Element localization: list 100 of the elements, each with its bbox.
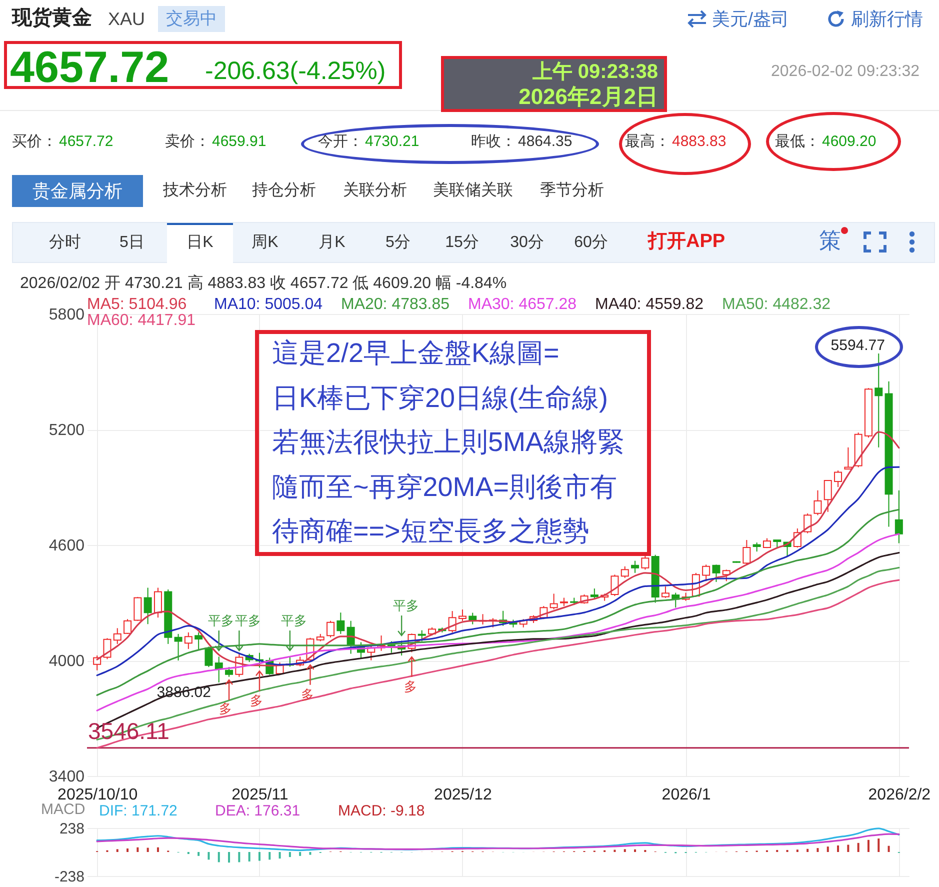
bar <box>258 852 260 861</box>
text: MA20: 4783.85 <box>341 296 450 313</box>
text: 4659.91 <box>212 133 266 150</box>
bar <box>248 852 250 862</box>
candlestick <box>174 633 182 661</box>
y-tick-label: 5200 <box>48 422 85 439</box>
text: 30分 <box>509 233 545 253</box>
text: -206.63(-4.25%) <box>205 57 386 86</box>
chart-title: MACD <box>41 801 86 818</box>
bar <box>857 842 860 852</box>
text: MA60: 4417.91 <box>87 312 196 329</box>
candlestick <box>204 646 213 668</box>
text: 4883.83 <box>672 133 726 150</box>
candlestick <box>702 564 710 582</box>
text: 打开APP <box>648 231 726 253</box>
bar <box>238 852 240 862</box>
text: 60分 <box>573 233 609 253</box>
bar <box>299 852 302 856</box>
line-series <box>96 466 900 676</box>
text: 日K <box>167 223 233 263</box>
bar <box>867 840 870 852</box>
bar <box>146 848 149 852</box>
text: 4864.35 <box>518 133 572 150</box>
text: 持仓分析 <box>252 182 316 200</box>
annotation: 5594.77 <box>830 337 885 354</box>
y-tick-label: 4000 <box>48 653 85 670</box>
y-tick-label: 238 <box>59 820 84 838</box>
candlestick <box>134 596 142 622</box>
text: 4609.20 <box>822 133 876 150</box>
text: 美联储关联 <box>433 182 513 200</box>
text: 最低： <box>775 133 820 150</box>
candlestick <box>326 620 335 638</box>
series-label: DEA: 176.31 <box>215 802 300 820</box>
candlestick <box>824 480 832 512</box>
candlestick <box>458 608 466 622</box>
candlestick <box>113 628 122 644</box>
bar <box>816 848 819 852</box>
annotation: 隨而至~再穿20MA=則後市有 <box>272 470 618 504</box>
y-tick-label: 3400 <box>48 768 85 786</box>
annotation: 若無法很快拉上則5MA線將緊 <box>272 426 625 460</box>
text: 卖价： <box>165 133 210 150</box>
candlestick <box>742 539 751 566</box>
annotation: 平多 <box>235 613 261 629</box>
candlestick <box>144 587 152 625</box>
candlestick <box>844 446 852 470</box>
bar <box>268 852 271 860</box>
annotation: 平多 <box>281 613 307 629</box>
text: MA30: 4657.28 <box>468 296 577 313</box>
candlestick <box>550 593 558 610</box>
candlestick <box>184 632 192 650</box>
bar <box>878 838 880 852</box>
text: 贵金属分析 <box>12 175 143 207</box>
bar <box>126 848 129 852</box>
candlestick <box>722 569 730 582</box>
line-series <box>96 833 900 850</box>
bar <box>624 849 626 852</box>
text: 2026年2月2日 <box>518 84 658 110</box>
text: 季节分析 <box>540 182 604 200</box>
y-tick-label: -238 <box>54 868 84 886</box>
candlestick <box>834 470 842 488</box>
bar <box>888 846 890 852</box>
annotation: 平多 <box>208 613 234 629</box>
bar <box>228 852 230 863</box>
annotation: 日K棒已下穿20日線(生命線) <box>272 382 608 415</box>
bar <box>156 847 159 852</box>
annotation: 多 <box>301 687 314 703</box>
bar <box>806 848 809 852</box>
text: 月K <box>318 233 346 253</box>
candlestick <box>894 490 903 544</box>
text: 2026-02-02 09:23:32 <box>771 63 920 82</box>
candlestick <box>620 566 629 578</box>
bar <box>847 844 850 852</box>
candlestick <box>874 353 883 448</box>
candlestick <box>225 666 234 678</box>
annotation: 這是2/2早上金盤K線圖= <box>272 337 560 370</box>
bar <box>288 852 291 858</box>
text: 昨收： <box>471 133 516 150</box>
annotation: 多 <box>404 679 417 695</box>
text: 美元/盎司 <box>712 9 790 30</box>
candlestick <box>814 490 822 516</box>
text: 策 <box>819 228 841 254</box>
x-tick-label: 2025/11 <box>232 786 288 804</box>
y-tick-label: 4600 <box>48 538 85 554</box>
candlestick <box>641 554 650 570</box>
text: 关联分析 <box>343 182 407 200</box>
candlestick <box>418 630 426 642</box>
text: 周K <box>250 233 280 253</box>
bar <box>116 849 118 852</box>
candlestick <box>590 588 598 600</box>
x-tick-label: 2025/10/10 <box>58 786 138 804</box>
candlestick <box>752 542 761 552</box>
candlestick <box>336 612 345 634</box>
text: 交易中 <box>158 6 225 32</box>
text: 5分 <box>384 233 412 253</box>
bar <box>198 852 200 856</box>
y-tick-label: 5800 <box>48 306 85 324</box>
candlestick <box>194 632 203 651</box>
text: 分时 <box>48 232 82 253</box>
text: 5日 <box>118 233 146 253</box>
candlestick <box>124 618 132 634</box>
